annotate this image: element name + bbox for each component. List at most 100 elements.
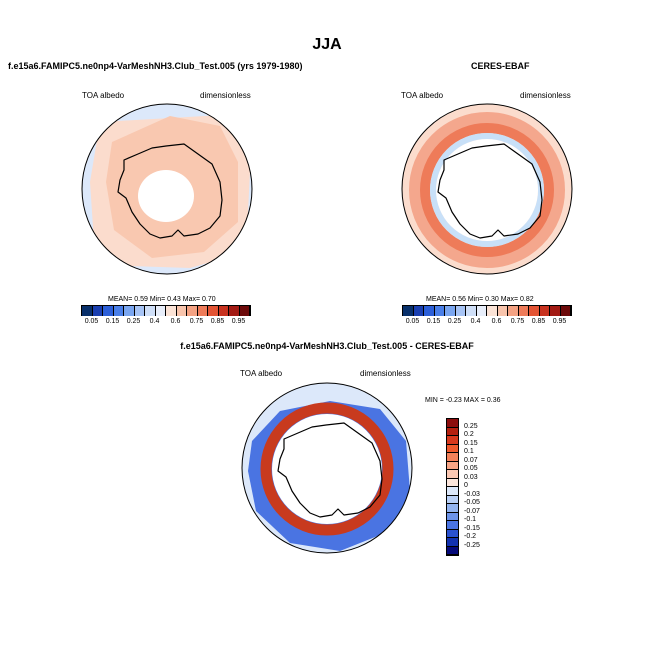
obs-colorbar-swatch — [455, 306, 466, 316]
obs-colorbar-tick-label: 0.4 — [470, 318, 481, 325]
model-colorbar-tick-label: 0.95 — [231, 318, 246, 325]
obs-max-value: 0.82 — [520, 296, 534, 303]
diff-colorbar-tick-label: 0 — [464, 482, 468, 489]
diff-panel-title: f.e15a6.FAMIPC5.ne0np4-VarMeshNH3.Club_T… — [180, 341, 474, 351]
model-stats: MEAN= 0.59 Min= 0.43 Max= 0.70 — [108, 296, 216, 303]
obs-colorbar-tick-label: 0.6 — [491, 318, 502, 325]
model-colorbar-swatch — [166, 306, 177, 316]
obs-colorbar-swatch — [445, 306, 456, 316]
obs-polar-map — [401, 103, 573, 275]
diff-colorbar-swatch — [447, 538, 458, 547]
diff-colorbar-swatch — [447, 461, 458, 470]
obs-colorbar-tick-label: 0.05 — [405, 318, 420, 325]
model-colorbar-tick-label: 0.4 — [149, 318, 160, 325]
obs-colorbar-tick-label: 0.15 — [426, 318, 441, 325]
model-core-field — [138, 170, 194, 222]
obs-colorbar-ticks: 0.05 0.15 0.25 0.4 0.6 0.75 0.85 0.95 — [402, 318, 572, 328]
diff-colorbar-tick-label: -0.03 — [464, 490, 480, 498]
model-colorbar-tick-label: 0.05 — [84, 318, 99, 325]
model-colorbar-swatch — [145, 306, 156, 316]
diff-colorbar-swatch — [447, 427, 458, 436]
diff-colorbar-tick-label: 0.25 — [464, 422, 478, 430]
obs-colorbar-tick-label: 0.75 — [510, 318, 525, 325]
model-colorbar-swatch — [113, 306, 124, 316]
diff-colorbar-tick-label: -0.07 — [464, 507, 480, 515]
obs-colorbar-tick-label: 0.85 — [531, 318, 546, 325]
obs-min-value: 0.30 — [485, 296, 499, 303]
obs-outer-ring — [409, 112, 565, 268]
diff-colorbar-tick-label: 0.1 — [464, 448, 474, 455]
diff-colorbar-swatch — [447, 504, 458, 513]
diff-colorbar-swatch — [447, 470, 458, 479]
figure-title: JJA — [312, 36, 342, 53]
diff-colorbar-swatch — [447, 521, 458, 530]
model-colorbar-swatch — [229, 306, 240, 316]
diff-colorbar-swatch — [447, 546, 458, 555]
diff-colorbar-tick-label: 0.15 — [464, 439, 478, 447]
obs-antarctica-coastline — [437, 143, 543, 239]
obs-min-label: Min= — [467, 296, 484, 303]
obs-mean-label: MEAN= — [426, 296, 451, 303]
obs-colorbar-swatch — [487, 306, 498, 316]
model-units-label: dimensionless — [200, 91, 251, 100]
obs-colorbar-swatch — [560, 306, 571, 316]
diff-antarctica-coastline — [277, 422, 383, 518]
diff-ring — [260, 402, 394, 536]
model-colorbar-swatch — [124, 306, 135, 316]
obs-stats: MEAN= 0.56 Min= 0.30 Max= 0.82 — [426, 296, 534, 303]
obs-colorbar — [402, 305, 572, 316]
diff-map-border — [241, 382, 413, 554]
model-mean-label: MEAN= — [108, 296, 133, 303]
obs-map-border — [401, 103, 573, 275]
diff-colorbar-swatch — [447, 512, 458, 521]
obs-core-field — [436, 139, 538, 241]
obs-colorbar-swatch — [550, 306, 561, 316]
diff-colorbar-tick-label: -0.05 — [464, 499, 480, 506]
diff-colorbar-tick-label: 0.07 — [464, 456, 478, 464]
obs-colorbar-swatch — [424, 306, 435, 316]
diff-colorbar-tick-label: -0.1 — [464, 516, 477, 523]
diff-colorbar-swatch — [447, 419, 458, 428]
diff-min-label: MIN = — [425, 397, 444, 404]
model-colorbar-swatch — [155, 306, 166, 316]
model-colorbar-swatch — [176, 306, 187, 316]
diff-colorbar-swatch — [447, 444, 458, 453]
obs-panel-title: CERES-EBAF — [471, 61, 530, 71]
diff-colorbar-tick-label: 0.05 — [464, 465, 478, 472]
model-colorbar-tick-label: 0.25 — [126, 318, 141, 325]
diff-colorbar — [446, 418, 459, 556]
model-mean-value: 0.59 — [134, 296, 148, 303]
model-colorbar-tick-label: 0.85 — [210, 318, 225, 325]
diff-colorbar-tick-label: 0.03 — [464, 473, 478, 481]
diff-variable-label: TOA albedo — [240, 369, 283, 378]
model-max-value: 0.70 — [202, 296, 216, 303]
model-antarctica-coastline — [117, 143, 223, 239]
diff-colorbar-tick-label: -0.25 — [464, 541, 480, 549]
diff-max-label: MAX = — [463, 397, 485, 404]
model-colorbar-swatch — [239, 306, 250, 316]
model-colorbar-swatch — [103, 306, 114, 316]
model-colorbar — [81, 305, 251, 316]
obs-max-label: Max= — [500, 296, 519, 303]
model-variable-label: TOA albedo — [82, 91, 125, 100]
diff-min-value: -0.23 — [445, 397, 462, 404]
obs-units-label: dimensionless — [520, 91, 571, 100]
obs-colorbar-swatch — [518, 306, 529, 316]
model-colorbar-swatch — [197, 306, 208, 316]
diff-colorbar-swatch — [447, 487, 458, 496]
model-colorbar-tick-label: 0.6 — [170, 318, 181, 325]
model-max-label: Max= — [182, 296, 201, 303]
diff-colorbar-swatch — [447, 436, 458, 445]
model-colorbar-tick-label: 0.15 — [105, 318, 120, 325]
diff-colorbar-tick-label: -0.15 — [464, 524, 480, 532]
diff-colorbar-tick-label: 0.2 — [464, 431, 474, 438]
obs-colorbar-swatch — [476, 306, 487, 316]
obs-colorbar-swatch — [529, 306, 540, 316]
diff-colorbar-swatch — [447, 495, 458, 504]
diff-colorbar-swatch — [447, 478, 458, 487]
obs-colorbar-swatch — [539, 306, 550, 316]
diff-core-field — [272, 414, 382, 524]
diff-units-label: dimensionless — [360, 369, 411, 378]
obs-colorbar-swatch — [403, 306, 414, 316]
model-colorbar-swatch — [208, 306, 219, 316]
